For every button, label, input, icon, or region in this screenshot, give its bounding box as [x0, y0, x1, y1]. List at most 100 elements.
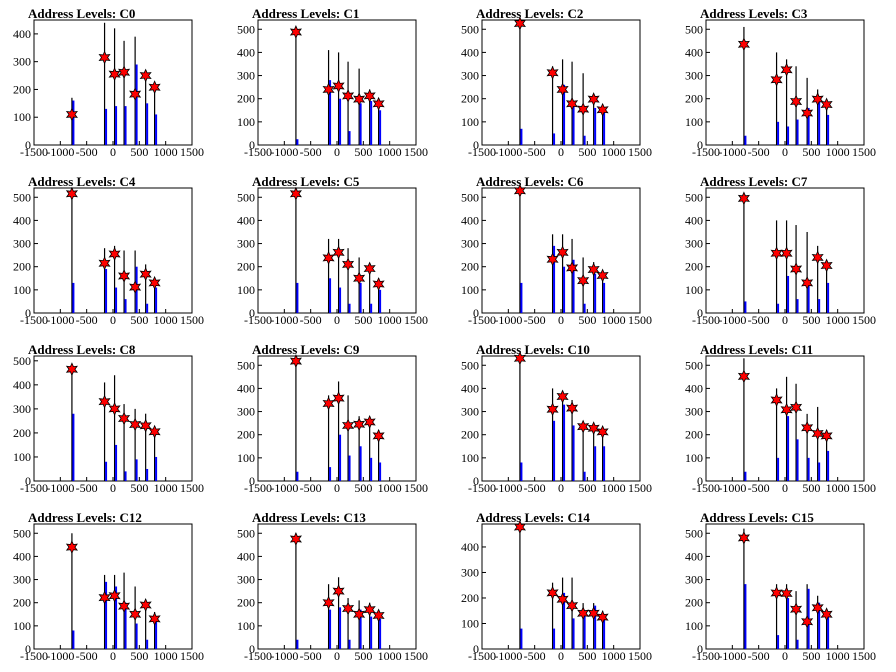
y-tick-label: 500	[237, 526, 255, 540]
star-marker	[118, 268, 131, 283]
x-tick-label: -500	[748, 145, 770, 159]
star-marker	[65, 540, 78, 555]
star-marker	[289, 532, 302, 547]
y-tick-label: 100	[13, 283, 31, 297]
x-tick-label: 0	[334, 481, 340, 495]
x-tick-label: 1500	[180, 481, 204, 495]
x-tick-label: 0	[334, 649, 340, 663]
star-marker	[737, 369, 750, 384]
y-tick-label: 300	[685, 405, 703, 419]
x-tick-label: 500	[578, 145, 596, 159]
star-marker	[322, 250, 335, 265]
y-tick-label: 0	[25, 474, 31, 488]
plot-area: 0 100 200 300 400 500 -1500-1000 -500 0 500 1000 15…	[237, 186, 428, 327]
x-tick-label: 500	[354, 145, 372, 159]
y-tick-label: 200	[685, 596, 703, 610]
star-marker	[289, 354, 302, 369]
x-tick-label: -1000	[718, 481, 746, 495]
x-tick-label: 1500	[404, 481, 428, 495]
y-tick-label: 0	[697, 474, 703, 488]
y-tick-label: 500	[13, 526, 31, 540]
x-tick-label: 0	[558, 313, 564, 327]
x-tick-label: -1500	[244, 481, 272, 495]
y-tick-label: 300	[13, 237, 31, 251]
plot-area: 0 100 200 300 400 -1500-1000 -500 0 500 1000 1500	[13, 19, 204, 159]
x-tick-label: -500	[76, 481, 98, 495]
x-tick-label: 1500	[852, 145, 876, 159]
star-marker	[353, 271, 366, 286]
star-marker	[820, 258, 833, 273]
x-tick-label: -1500	[20, 481, 48, 495]
chart-panel: Address Levels: C9 0 100 200 300 400 500 -1500-…	[224, 336, 448, 504]
star-marker	[790, 94, 803, 109]
x-tick-label: -500	[300, 481, 322, 495]
star-marker	[372, 428, 385, 443]
y-tick-label: 400	[237, 45, 255, 59]
y-tick-label: 0	[249, 642, 255, 656]
star-marker	[596, 102, 609, 117]
plot-frame	[33, 19, 193, 146]
x-tick-label: 500	[802, 649, 820, 663]
x-tick-label: -500	[300, 649, 322, 663]
x-tick-label: -500	[300, 145, 322, 159]
chart-title: Address Levels: C6	[476, 174, 584, 189]
y-tick-label: 0	[473, 642, 479, 656]
star-marker	[148, 80, 161, 95]
x-tick-label: -1500	[692, 145, 720, 159]
chart-panel: Address Levels: C12 0 100 200 300 400 500 -1500…	[0, 504, 224, 672]
y-tick-label: 500	[13, 190, 31, 204]
x-tick-label: 1000	[378, 145, 402, 159]
star-marker	[139, 418, 152, 433]
y-tick-label: 100	[461, 616, 479, 630]
chart-panel: Address Levels: C4 0 100 200 300 400 500 -1500-…	[0, 168, 224, 336]
x-tick-label: 1000	[826, 649, 850, 663]
x-tick-label: 500	[354, 481, 372, 495]
y-tick-label: 200	[461, 591, 479, 605]
y-tick-label: 300	[685, 237, 703, 251]
star-marker	[596, 424, 609, 439]
star-marker	[139, 598, 152, 613]
y-tick-label: 0	[697, 642, 703, 656]
x-tick-label: 500	[130, 145, 148, 159]
x-tick-label: -1000	[46, 481, 74, 495]
star-marker	[65, 107, 78, 122]
y-tick-label: 400	[13, 213, 31, 227]
x-tick-label: 500	[130, 481, 148, 495]
star-marker	[65, 186, 78, 201]
y-tick-label: 500	[685, 22, 703, 36]
x-tick-label: 1500	[852, 313, 876, 327]
y-tick-label: 400	[237, 381, 255, 395]
y-tick-label: 300	[237, 237, 255, 251]
plot-area: 0 100 200 300 400 500 -1500-1000 -500 0 500 1000 15…	[461, 16, 652, 159]
x-tick-label: -500	[748, 649, 770, 663]
plot-frame	[481, 355, 641, 482]
plot-area: 0 100 200 300 400 -1500-1000 -500 0 500 1000 1500	[461, 520, 652, 663]
x-tick-label: 0	[782, 313, 788, 327]
chart-panel: Address Levels: C5 0 100 200 300 400 500 -1500-…	[224, 168, 448, 336]
y-tick-label: 200	[685, 92, 703, 106]
y-tick-label: 200	[237, 92, 255, 106]
x-tick-label: 0	[558, 145, 564, 159]
y-tick-label: 200	[13, 260, 31, 274]
plot-area: 0 100 200 300 400 500 -1500-1000 -500 0 500 1000 15…	[685, 523, 876, 663]
star-marker	[98, 590, 111, 605]
y-tick-label: 100	[685, 619, 703, 633]
y-tick-label: 100	[237, 451, 255, 465]
x-tick-label: 0	[782, 145, 788, 159]
star-marker	[129, 607, 142, 622]
y-tick-label: 300	[237, 405, 255, 419]
star-marker	[577, 102, 590, 117]
x-tick-label: 500	[802, 145, 820, 159]
star-marker	[118, 411, 131, 426]
x-tick-label: 0	[110, 145, 116, 159]
star-marker	[789, 602, 803, 617]
star-marker	[801, 420, 814, 435]
y-tick-label: 500	[237, 190, 255, 204]
x-tick-label: 0	[558, 649, 564, 663]
x-tick-label: -1000	[46, 145, 74, 159]
y-tick-label: 400	[685, 45, 703, 59]
x-tick-label: 1500	[628, 481, 652, 495]
x-tick-label: 500	[578, 649, 596, 663]
star-marker	[546, 252, 559, 267]
